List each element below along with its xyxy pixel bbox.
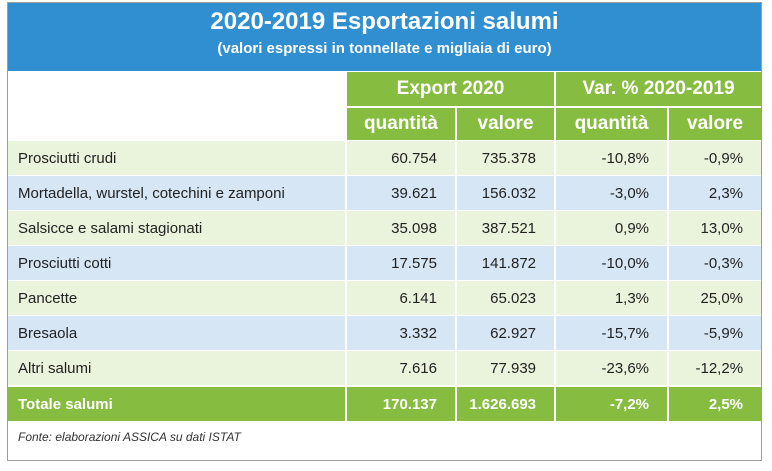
table-subtitle: (valori espressi in tonnellate e migliai… [217, 40, 552, 57]
row-valore-var: -12,2% [667, 350, 762, 385]
row-label: Mortadella, wurstel, cotechini e zamponi [8, 175, 345, 210]
group-header-variation: Var. % 2020-2019 [554, 72, 762, 106]
total-quantita-2020: 170.137 [345, 385, 455, 421]
table-row: Altri salumi 7.616 77.939 -23,6% -12,2% [8, 350, 762, 385]
row-valore-2020: 141.872 [455, 245, 555, 280]
row-valore-2020: 735.378 [455, 140, 555, 175]
row-quantita-var: -10,0% [554, 245, 668, 280]
row-quantita-2020: 7.616 [345, 350, 455, 385]
row-quantita-2020: 60.754 [345, 140, 455, 175]
table-header: 2020-2019 Esportazioni salumi (valori es… [8, 3, 761, 71]
row-label: Altri salumi [8, 350, 345, 385]
total-valore-2020: 1.626.693 [455, 385, 555, 421]
row-valore-var: 25,0% [667, 280, 762, 315]
row-valore-var: -0,3% [667, 245, 762, 280]
table-row: Prosciutti crudi 60.754 735.378 -10,8% -0,9% [8, 140, 762, 175]
table-title: 2020-2019 Esportazioni salumi [210, 8, 559, 35]
row-valore-2020: 62.927 [455, 315, 555, 350]
row-valore-var: 2,3% [667, 175, 762, 210]
sub-header-quantita-2020: quantità [345, 106, 455, 140]
total-quantita-var: -7,2% [554, 385, 668, 421]
row-valore-var: -0,9% [667, 140, 762, 175]
row-label: Prosciutti crudi [8, 140, 345, 175]
group-header-export-2020: Export 2020 [345, 72, 555, 106]
row-quantita-var: -3,0% [554, 175, 668, 210]
row-valore-var: -5,9% [667, 315, 762, 350]
row-valore-2020: 65.023 [455, 280, 555, 315]
exports-table: Export 2020 Var. % 2020-2019 quantità va… [8, 72, 762, 421]
table-row: Bresaola 3.332 62.927 -15,7% -5,9% [8, 315, 762, 350]
row-label: Prosciutti cotti [8, 245, 345, 280]
row-quantita-var: -23,6% [554, 350, 668, 385]
row-valore-2020: 77.939 [455, 350, 555, 385]
row-quantita-2020: 39.621 [345, 175, 455, 210]
empty-header-cell [8, 72, 345, 106]
table-row: Salsicce e salami stagionati 35.098 387.52… [8, 210, 762, 245]
sub-header-valore-var: valore [667, 106, 762, 140]
table-row: Mortadella, wurstel, cotechini e zamponi… [8, 175, 762, 210]
table-row: Prosciutti cotti 17.575 141.872 -10,0% -0,3% [8, 245, 762, 280]
row-valore-var: 13,0% [667, 210, 762, 245]
sub-header-row: quantità valore quantità valore [8, 106, 762, 140]
row-quantita-var: -15,7% [554, 315, 668, 350]
sub-header-valore-2020: valore [455, 106, 555, 140]
sub-header-quantita-var: quantità [554, 106, 668, 140]
group-header-row: Export 2020 Var. % 2020-2019 [8, 72, 762, 106]
row-label: Bresaola [8, 315, 345, 350]
row-label: Pancette [8, 280, 345, 315]
row-quantita-2020: 3.332 [345, 315, 455, 350]
total-label: Totale salumi [8, 385, 345, 421]
source-note: Fonte: elaborazioni ASSICA su dati ISTAT [18, 430, 241, 444]
empty-header-cell [8, 106, 345, 140]
row-valore-2020: 156.032 [455, 175, 555, 210]
row-quantita-var: 0,9% [554, 210, 668, 245]
row-quantita-2020: 35.098 [345, 210, 455, 245]
row-label: Salsicce e salami stagionati [8, 210, 345, 245]
total-valore-var: 2,5% [667, 385, 762, 421]
row-quantita-var: 1,3% [554, 280, 668, 315]
row-quantita-2020: 6.141 [345, 280, 455, 315]
row-quantita-var: -10,8% [554, 140, 668, 175]
total-row: Totale salumi 170.137 1.626.693 -7,2% 2,… [8, 385, 762, 421]
table-frame: 2020-2019 Esportazioni salumi (valori es… [7, 2, 762, 461]
row-quantita-2020: 17.575 [345, 245, 455, 280]
table-row: Pancette 6.141 65.023 1,3% 25,0% [8, 280, 762, 315]
row-valore-2020: 387.521 [455, 210, 555, 245]
